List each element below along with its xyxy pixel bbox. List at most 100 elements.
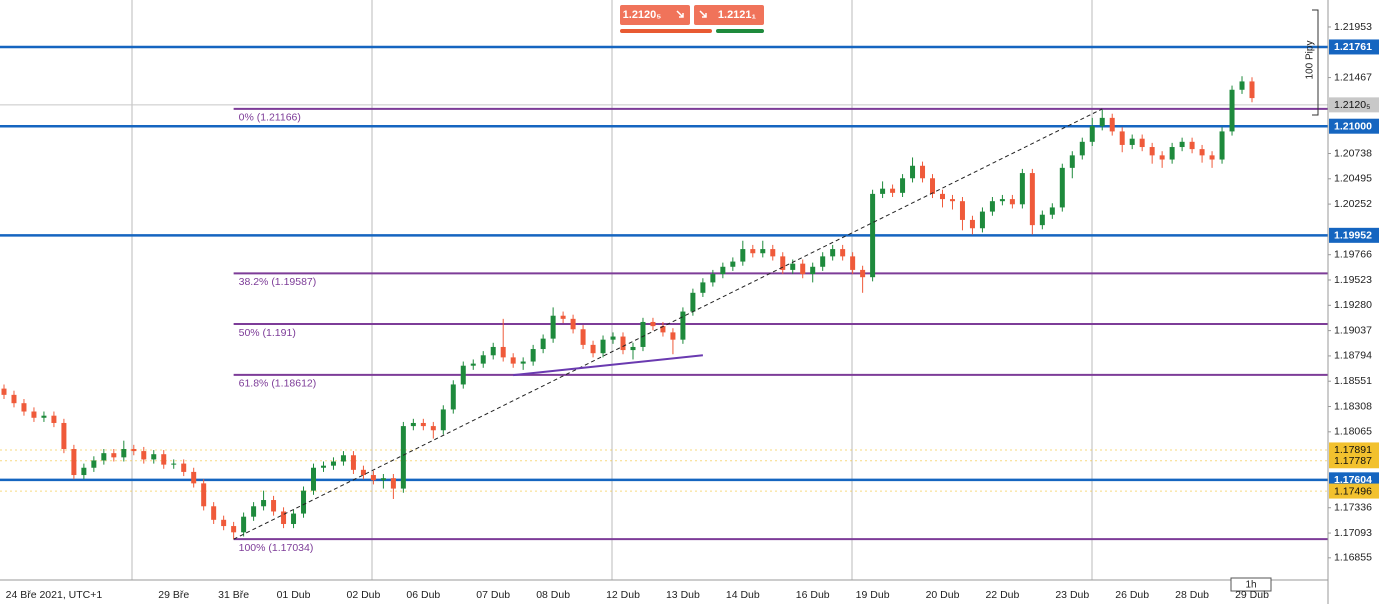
candle-body <box>1159 155 1165 160</box>
x-tick-label: 12 Dub <box>606 589 640 601</box>
candle-body <box>281 511 287 524</box>
candle-body <box>271 500 277 512</box>
x-tick-label: 20 Dub <box>926 589 960 601</box>
week-separators <box>131 0 1093 580</box>
y-tick-label: 1.21953 <box>1334 21 1372 33</box>
candle-body <box>1059 167 1065 208</box>
candle-body <box>680 311 686 340</box>
y-tick-label: 1.21467 <box>1334 71 1372 83</box>
candle-body <box>1039 214 1045 226</box>
y-tick-label: 1.19280 <box>1334 299 1372 311</box>
candle-body <box>370 475 376 481</box>
candle-body <box>570 318 576 330</box>
price-label-box <box>1329 453 1379 469</box>
ask-icon <box>699 10 707 18</box>
fib-label: 61.8% (1.18612) <box>239 378 317 390</box>
candle-body <box>1229 89 1235 132</box>
candle-body <box>810 266 816 275</box>
candle-body <box>201 483 207 507</box>
candle-body <box>211 506 217 520</box>
candle-body <box>620 336 626 351</box>
x-tick-label: 08 Dub <box>536 589 570 601</box>
candle-body <box>221 519 227 527</box>
price-label: 1.21000 <box>1334 120 1372 132</box>
candle-body <box>670 332 676 340</box>
x-tick-label: 14 Dub <box>726 589 760 601</box>
x-tick-label: 01 Dub <box>277 589 311 601</box>
x-tick-label: 19 Dub <box>856 589 890 601</box>
candle-body <box>760 249 766 254</box>
candle-body <box>460 365 466 385</box>
candle-body <box>301 490 307 514</box>
plot: 0% (1.21166) 38.2% (1.19587) 50% (1.191) 61… <box>0 45 1328 554</box>
candle-body <box>730 261 736 267</box>
price-label-box <box>1329 39 1379 55</box>
candle-body <box>630 346 636 351</box>
candle-body <box>530 349 536 362</box>
fib-label: 38.2% (1.19587) <box>239 276 317 288</box>
measure-bracket <box>1312 9 1319 116</box>
candle-body <box>989 201 995 212</box>
y-tick-label: 1.17336 <box>1334 502 1372 514</box>
candle-body <box>21 403 27 412</box>
candle-body <box>999 199 1005 202</box>
candle-body <box>151 454 157 460</box>
x-tick-label: 26 Dub <box>1115 589 1149 601</box>
candle-body <box>400 426 406 489</box>
trendline <box>513 354 703 377</box>
candle-body <box>820 256 826 267</box>
y-tick-label: 1.20738 <box>1334 147 1372 159</box>
y-tick-label: 1.16855 <box>1334 552 1372 564</box>
bid-icon <box>676 10 684 18</box>
candle-body <box>11 394 17 404</box>
candle-body <box>840 249 846 257</box>
candle-body <box>320 465 326 468</box>
candle-body <box>1199 149 1205 156</box>
timeframe-box[interactable] <box>1230 577 1272 592</box>
candle-body <box>870 193 876 278</box>
candle-body <box>720 266 726 275</box>
x-tick-label: 31 Bře <box>218 589 249 601</box>
x-tick-label: 28 Dub <box>1175 589 1209 601</box>
candle-body <box>750 249 756 254</box>
candle-body <box>610 336 616 340</box>
candle-body <box>650 321 656 327</box>
candle-body <box>470 363 476 366</box>
candle-body <box>880 188 886 194</box>
x-tick-label: 16 Dub <box>796 589 830 601</box>
candle-body <box>790 263 796 270</box>
y-tick-label: 1.18065 <box>1334 426 1372 438</box>
price-label: 1.21761 <box>1334 41 1372 53</box>
candle-body <box>560 315 566 319</box>
candle-body <box>161 454 167 465</box>
y-tick-label: 1.20495 <box>1334 173 1372 185</box>
candle-body <box>1019 173 1025 205</box>
candle-body <box>1049 207 1055 215</box>
candle-body <box>1179 141 1185 148</box>
candle-body <box>1099 117 1105 127</box>
candle-body <box>1069 155 1075 168</box>
x-tick-label: 29 Bře <box>158 589 189 601</box>
timeframe: 1h <box>1245 580 1256 591</box>
candle-body <box>660 326 666 333</box>
ask-badge[interactable] <box>694 5 764 25</box>
candle-body <box>1079 141 1085 156</box>
candle-body <box>261 500 267 507</box>
candle-body <box>360 469 366 476</box>
candle-body <box>920 165 926 179</box>
y-tick-label: 1.18551 <box>1334 375 1372 387</box>
candle-body <box>710 274 716 283</box>
candle-body <box>71 449 77 476</box>
candle-body <box>450 384 456 410</box>
candle-body <box>1209 155 1215 160</box>
candle-body <box>81 467 87 476</box>
candle-body <box>500 346 506 358</box>
candle-body <box>1239 81 1245 90</box>
price-label: 1.17891 <box>1334 444 1372 456</box>
price-label-box <box>1329 97 1379 113</box>
bid-badge[interactable] <box>620 5 690 25</box>
candle-body <box>910 165 916 179</box>
candle-body <box>1249 81 1255 99</box>
